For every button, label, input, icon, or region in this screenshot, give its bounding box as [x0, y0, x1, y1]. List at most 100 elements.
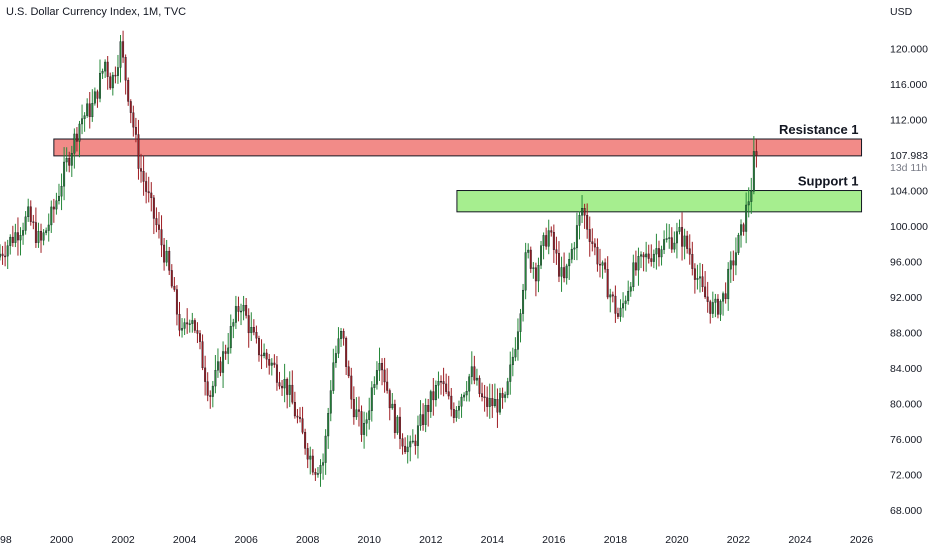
candle [596, 238, 599, 272]
candle [216, 348, 219, 378]
candle [481, 382, 484, 402]
candle [114, 66, 117, 84]
candle [199, 330, 201, 350]
candle [214, 355, 217, 394]
candle [663, 230, 666, 255]
candle [401, 433, 404, 455]
candle [378, 347, 381, 381]
candle [673, 231, 676, 253]
candle [565, 263, 568, 285]
candle [634, 250, 637, 276]
candle [268, 353, 271, 375]
candle [737, 232, 740, 255]
candle [519, 308, 522, 343]
x-tick-label: 2026 [850, 534, 874, 546]
candle [522, 283, 525, 322]
candle [642, 252, 645, 272]
candle [568, 252, 571, 280]
candle [306, 442, 309, 469]
x-tick-label: 2004 [173, 534, 197, 546]
candle [250, 312, 253, 342]
candle [583, 203, 586, 229]
candle [65, 147, 68, 172]
candle [209, 390, 212, 409]
candle [86, 98, 89, 118]
candle [670, 227, 673, 253]
candle [16, 217, 19, 256]
candle [422, 403, 425, 431]
candle [6, 239, 9, 269]
candle [206, 372, 209, 402]
candle [581, 195, 584, 224]
y-tick-label: 104.000 [890, 186, 928, 198]
candle [660, 245, 663, 266]
candle [299, 407, 301, 423]
candle [406, 435, 409, 464]
candle [645, 241, 648, 272]
candle [88, 91, 91, 129]
candle [475, 368, 478, 386]
y-tick-label: 80.000 [890, 399, 922, 411]
candle [511, 347, 514, 377]
candle [247, 308, 250, 348]
candle [470, 351, 473, 385]
candle [173, 277, 176, 292]
candle [57, 183, 60, 205]
candle [416, 415, 419, 459]
candle [132, 105, 135, 137]
candle [9, 234, 12, 255]
candle [275, 356, 278, 391]
candle [747, 187, 750, 218]
zone-1[interactable] [53, 138, 863, 157]
candle [414, 434, 417, 455]
candle [42, 229, 45, 246]
y-tick-label: 112.000 [890, 114, 927, 126]
time-axis[interactable]: 1998 2000 2002 2004 2006 2008 2010 2012 2014 2016… [0, 534, 873, 546]
candle [719, 299, 722, 321]
candle [575, 212, 578, 261]
candle [204, 355, 207, 396]
candle [357, 396, 360, 427]
candle [588, 216, 591, 257]
chart-title: U.S. Dollar Currency Index, 1M, TVC [6, 6, 187, 18]
candle [227, 333, 230, 365]
candle [688, 234, 691, 265]
candle [60, 173, 63, 211]
candle [678, 219, 681, 235]
candle [714, 293, 717, 318]
zone-label-1: Resistance 1 [779, 122, 859, 137]
candle [516, 318, 519, 361]
candle [170, 264, 173, 289]
candle [599, 248, 601, 278]
x-tick-label: 2012 [419, 534, 443, 546]
candle [352, 386, 355, 425]
candle [196, 322, 199, 344]
candle [632, 254, 635, 292]
candle [542, 232, 545, 260]
candle [316, 467, 319, 478]
candle [327, 407, 330, 449]
candle [322, 453, 325, 480]
candle [427, 398, 430, 427]
candle [540, 240, 543, 270]
candle [124, 54, 127, 95]
candle [437, 371, 440, 399]
candle [222, 341, 225, 389]
candle [319, 459, 322, 487]
candle [488, 383, 491, 419]
candle [681, 212, 684, 261]
candle [483, 384, 486, 412]
price-axis[interactable]: USD 107.983 13d 11h 120.000 116.000 112.00… [890, 6, 928, 517]
y-tick-label: 72.000 [890, 470, 922, 482]
candle [509, 351, 512, 395]
candle [647, 244, 650, 264]
candle [650, 244, 653, 267]
candle [614, 285, 617, 323]
zone-2[interactable] [456, 190, 863, 213]
candle [524, 242, 527, 300]
candle [201, 334, 204, 371]
candle [550, 226, 553, 237]
candle [396, 415, 399, 435]
candle [570, 243, 573, 264]
